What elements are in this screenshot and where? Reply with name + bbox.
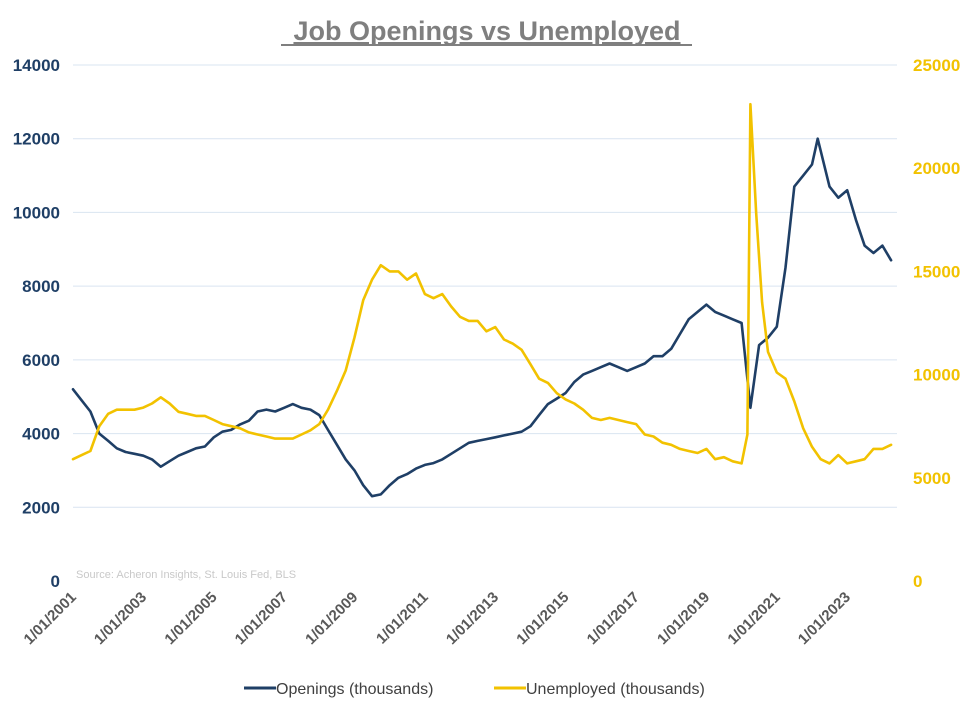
- y-right-tick-label: 5000: [913, 469, 951, 488]
- legend-label-openings: Openings (thousands): [276, 681, 433, 698]
- x-tick-label: 1/01/2007: [232, 589, 291, 648]
- legend-label-unemployed: Unemployed (thousands): [526, 681, 705, 698]
- gridlines: [73, 64, 897, 508]
- y-left-tick-label: 8000: [22, 277, 60, 296]
- y-left-tick-label: 10000: [13, 203, 60, 222]
- x-tick-label: 1/01/2009: [302, 589, 361, 648]
- series-line-openings: [71, 137, 893, 498]
- y-left-tick-label: 0: [51, 572, 60, 591]
- series-layer: [71, 102, 893, 498]
- y-left-tick-label: 4000: [22, 425, 60, 444]
- legend: Openings (thousands) Unemployed (thousan…: [244, 681, 705, 698]
- x-tick-label: 1/01/2023: [795, 589, 854, 648]
- y-left-tick-label: 6000: [22, 351, 60, 370]
- y-right-tick-label: 10000: [913, 366, 960, 385]
- y-left-tick-label: 12000: [13, 130, 60, 149]
- x-tick-label: 1/01/2011: [373, 589, 432, 648]
- x-tick-label: 1/01/2019: [654, 589, 713, 648]
- x-tick-label: 1/01/2015: [513, 589, 572, 648]
- x-tick-label: 1/01/2003: [91, 589, 150, 648]
- x-tick-label: 1/01/2013: [443, 589, 502, 648]
- y-right-tick-label: 15000: [913, 262, 960, 281]
- y-axis-right: 0 5000 10000 15000 20000 25000: [913, 56, 960, 591]
- y-axis-left: 0 2000 4000 6000 8000 10000 12000 14000: [13, 56, 60, 591]
- x-tick-label: 1/01/2005: [161, 589, 220, 648]
- source-note: Source: Acheron Insights, St. Louis Fed,…: [76, 569, 296, 581]
- x-tick-label: 1/01/2001: [21, 589, 80, 648]
- y-right-tick-label: 0: [913, 572, 922, 591]
- x-axis: 1/01/2001 1/01/2003 1/01/2005 1/01/2007 1/01…: [21, 589, 854, 648]
- x-tick-label: 1/01/2021: [724, 589, 783, 648]
- chart-title: Job Openings vs Unemployed: [293, 16, 680, 46]
- series-line-unemployed: [71, 102, 893, 465]
- y-left-tick-label: 2000: [22, 498, 60, 517]
- y-right-tick-label: 20000: [913, 159, 960, 178]
- y-right-tick-label: 25000: [913, 56, 960, 75]
- x-tick-label: 1/01/2017: [584, 589, 643, 648]
- y-left-tick-label: 14000: [13, 56, 60, 75]
